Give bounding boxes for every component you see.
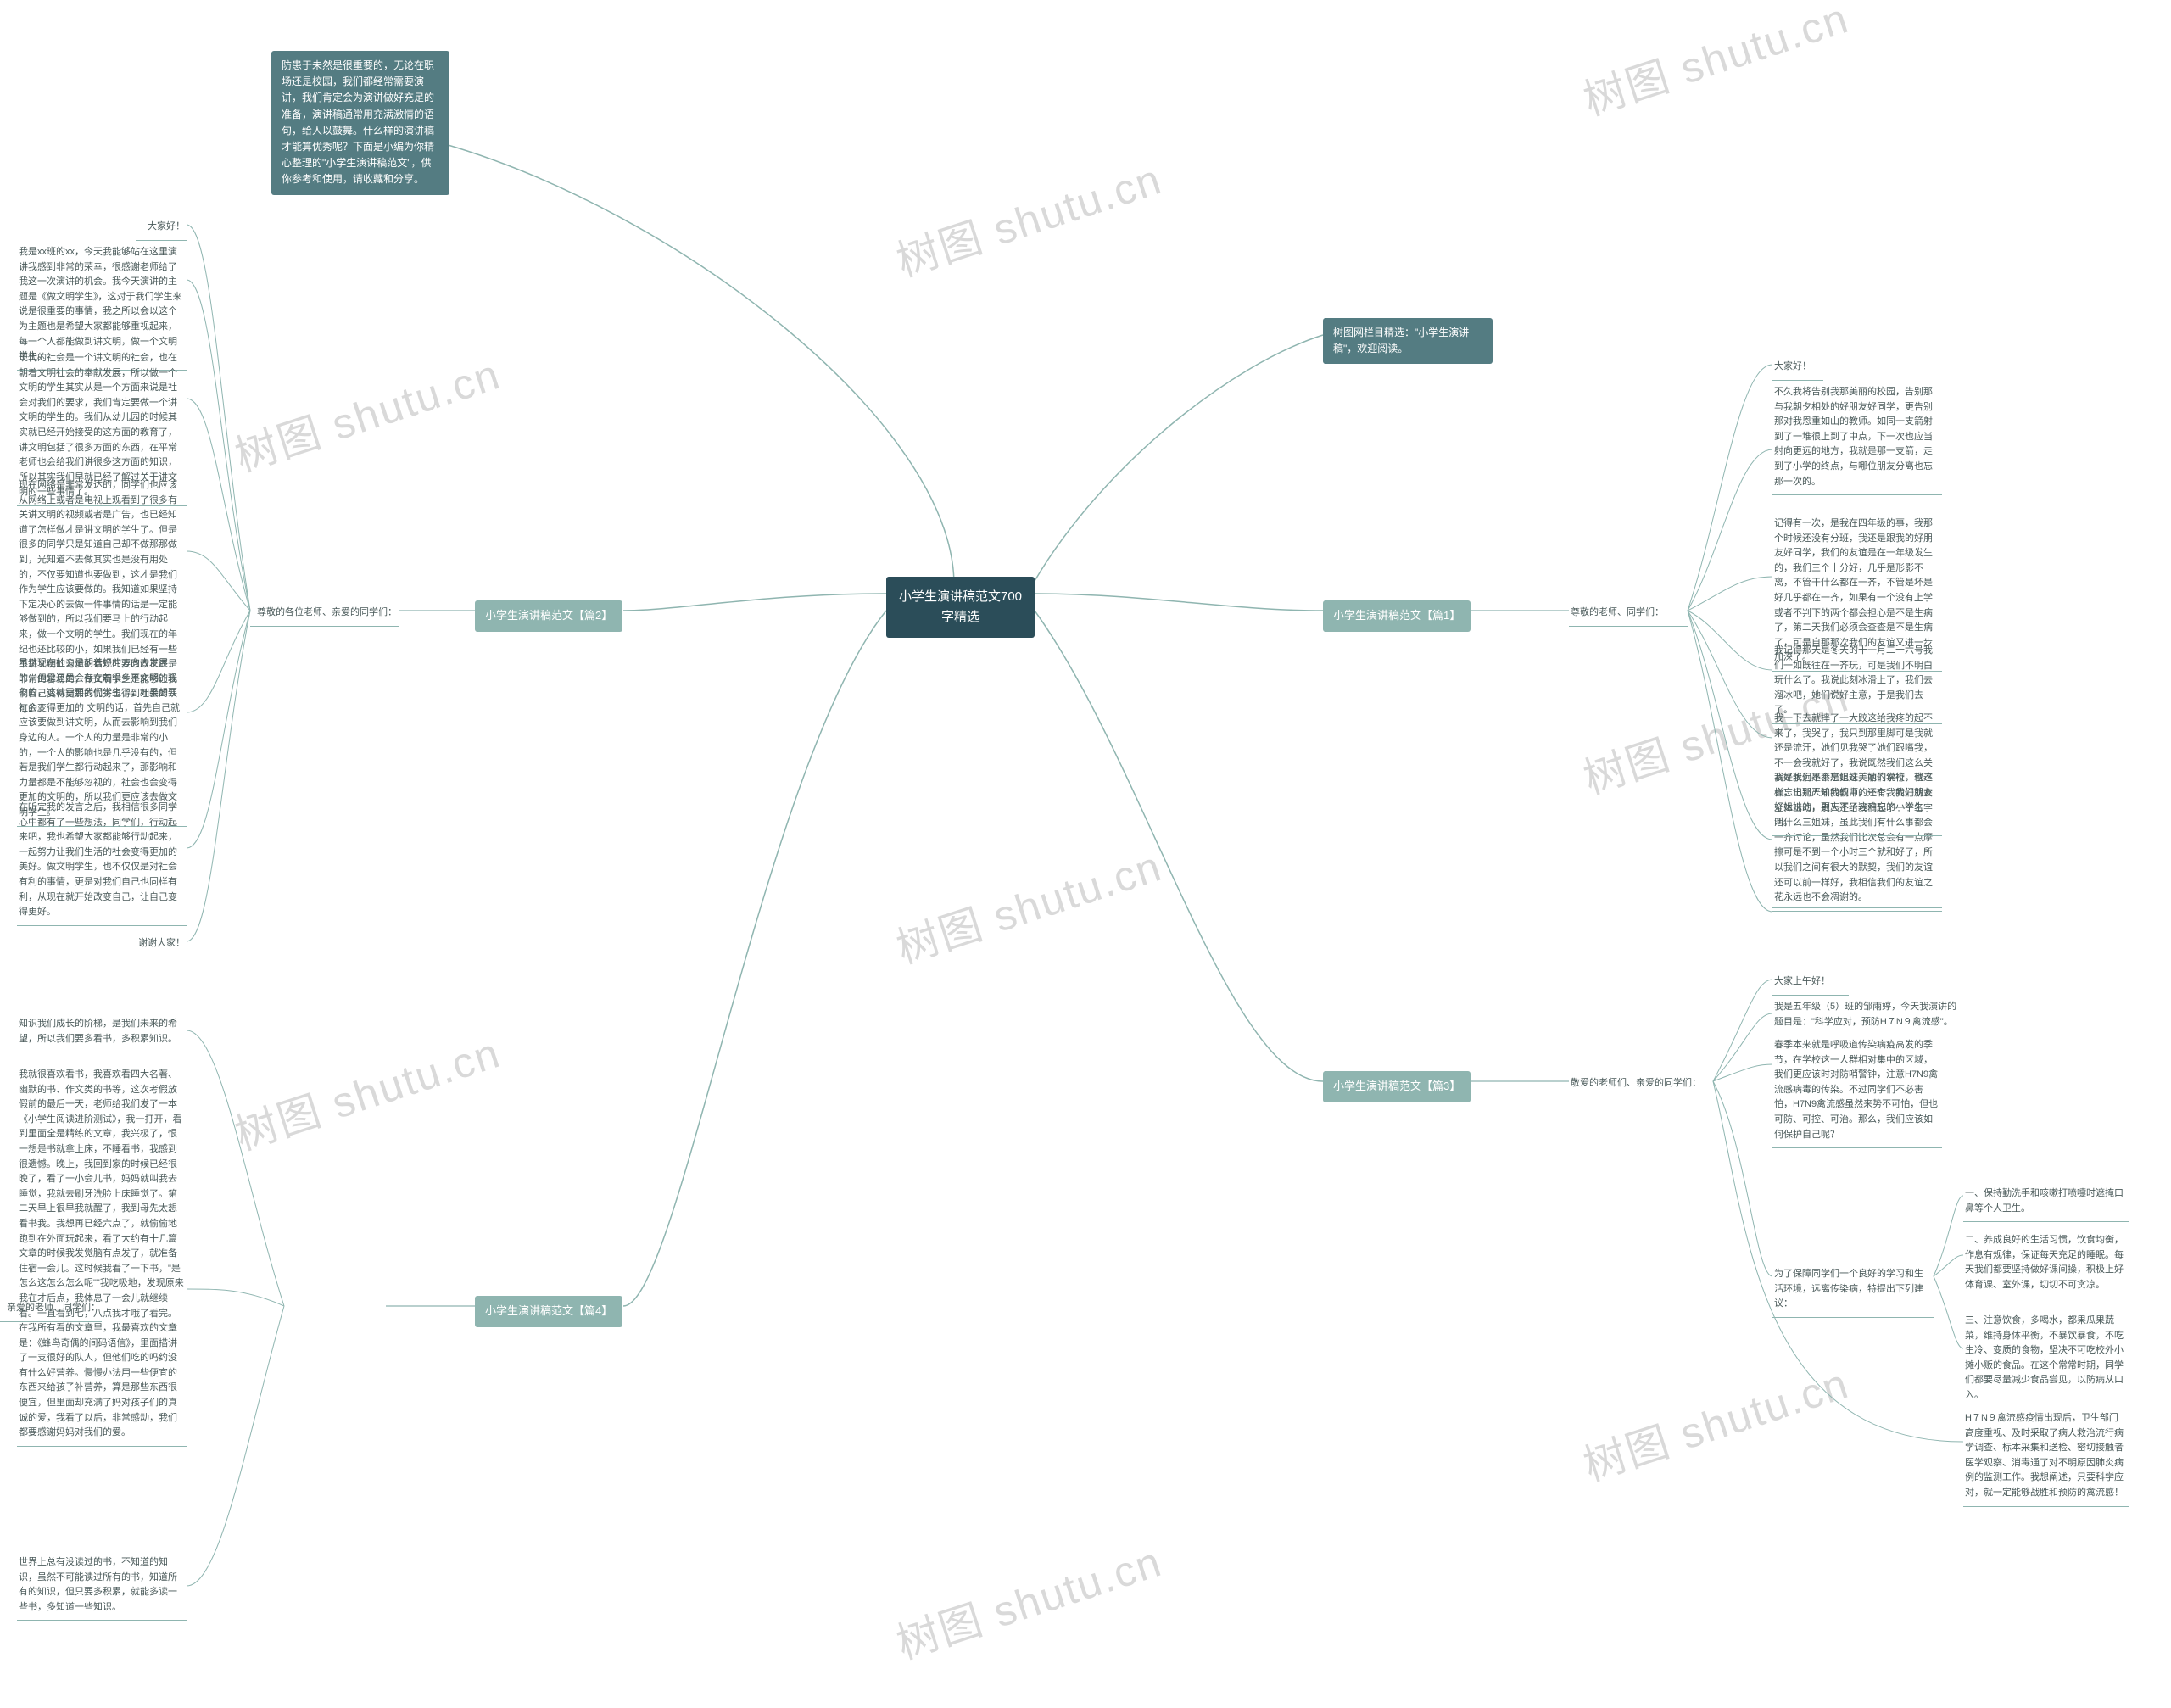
b4-p1: 我就很喜欢看书，我喜欢看四大名著、幽默的书、作文类的书等，这次考假放假前的最后一… <box>17 1064 187 1447</box>
b2-p5: 在听完我的发言之后，我相信很多同学心中都有了一些想法，同学们，行动起来吧，我也希… <box>17 797 187 926</box>
watermark: 树图 shutu.cn <box>1575 0 1856 127</box>
watermark: 树图 shutu.cn <box>226 341 507 484</box>
intro-box: 防患于未然是很重要的，无论在职场还是校园，我们都经常需要演讲，我们肯定会为演讲做… <box>271 51 449 195</box>
b3-p3: 为了保障同学们一个良好的学习和生活环境，远离传染病，特提出下列建议： <box>1772 1264 1934 1318</box>
branch-4-title: 小学生演讲稿范文【篇4】 <box>475 1296 622 1327</box>
b3-p1: 我是五年级（5）班的邹雨婷，今天我演讲的题目是："科学应对，预防H７N９禽流感"… <box>1772 996 1963 1035</box>
branch-1-title: 小学生演讲稿范文【篇1】 <box>1323 600 1471 632</box>
b2-p0: 大家好！ <box>136 216 187 241</box>
b2-p6: 谢谢大家！ <box>136 933 187 957</box>
column-note: 树图网栏目精选："小学生演讲稿"，欢迎阅读。 <box>1323 318 1493 364</box>
b1-p5: 我是永远不会忘记这美丽的学校，也不会忘记那严瑜的教师，还有我的好朋友好姐妹的，更… <box>1772 767 1942 836</box>
b1-p6 <box>1772 899 1942 908</box>
b3-p5: 二、养成良好的生活习惯，饮食均衡，作息有规律，保证每天充足的睡眠。每天我们都要坚… <box>1963 1230 2129 1298</box>
watermark: 树图 shutu.cn <box>888 146 1169 289</box>
branch-2-title: 小学生演讲稿范文【篇2】 <box>475 600 622 632</box>
b3-p0: 大家上午好！ <box>1772 971 1849 996</box>
b3-p6: 三、注意饮食，多喝水，都果瓜果蔬菜，维持身体平衡，不暴饮暴食，不吃生冷、变质的食… <box>1963 1310 2129 1409</box>
b1-p0: 大家好！ <box>1772 356 1823 381</box>
watermark: 树图 shutu.cn <box>226 1019 507 1163</box>
branch-3-address: 敬爱的老师们、亲爱的同学们： <box>1569 1073 1713 1097</box>
b1-p1: 不久我将告别我那美丽的校园，告别那与我朝夕相处的好朋友好同学，更告别那对我恩重如… <box>1772 382 1942 495</box>
watermark: 树图 shutu.cn <box>1575 1350 1856 1493</box>
branch-3-title: 小学生演讲稿范文【篇3】 <box>1323 1071 1471 1102</box>
b3-p4: 一、保持勤洗手和咳嗽打喷嚏时遮掩口鼻等个人卫生。 <box>1963 1183 2129 1222</box>
watermark: 树图 shutu.cn <box>888 833 1169 976</box>
center-node: 小学生演讲稿范文700字精选 <box>886 577 1035 638</box>
branch-2-address: 尊敬的各位老师、亲爱的同学们： <box>250 602 399 627</box>
b3-p2: 春季本来就是呼吸道传染病疫高发的季节，在学校这一人群相对集中的区域，我们更应该时… <box>1772 1035 1942 1148</box>
watermark: 树图 shutu.cn <box>888 1528 1169 1672</box>
branch-1-address: 尊敬的老师、同学们： <box>1569 602 1688 627</box>
b4-p2: 世界上总有没读过的书，不知道的知识，虽然不可能读过所有的书，知道所有的知识，但只… <box>17 1552 187 1621</box>
b3-p7: H７N９禽流感疫情出现后，卫生部门高度重视、及时采取了病人救治流行病学调查、标本… <box>1963 1408 2129 1507</box>
b4-p0: 知识我们成长的阶梯，是我们未来的希望，所以我们要多看书，多积累知识。 <box>17 1013 187 1052</box>
